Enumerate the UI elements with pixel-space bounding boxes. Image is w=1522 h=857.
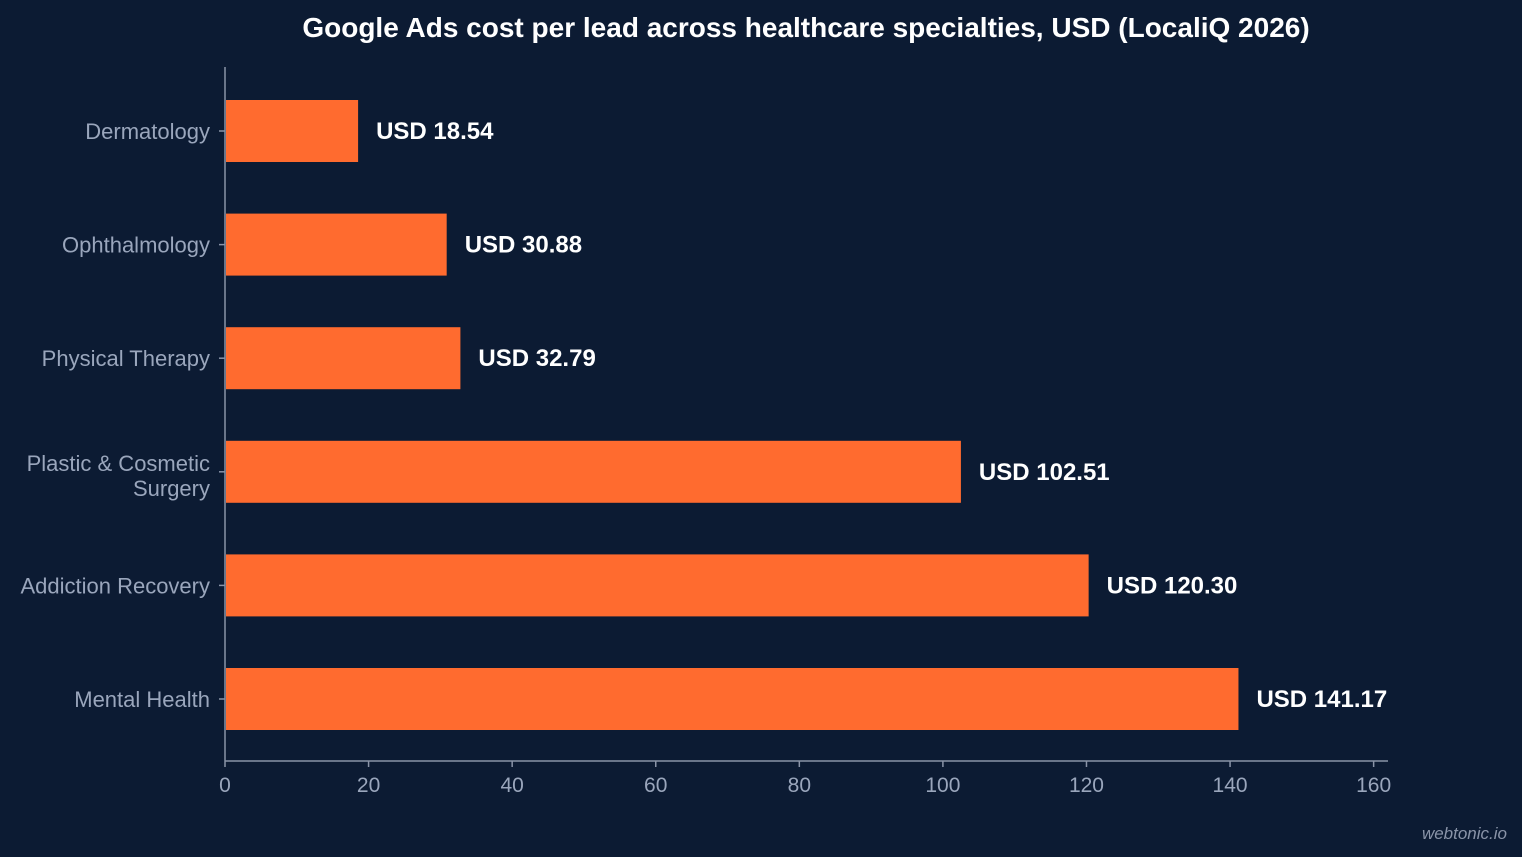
axes-layer: Dermatology Ophthalmology Physical Therapy…: [20, 67, 1391, 797]
x-tick-label-1: 20: [357, 774, 380, 797]
x-tick-label-6: 120: [1069, 774, 1104, 797]
x-tick-label-5: 100: [925, 774, 960, 797]
category-label-5: Mental Health: [74, 687, 210, 712]
category-label-0: Dermatology: [85, 119, 210, 144]
category-label-1: Ophthalmology: [62, 233, 210, 258]
x-tick-label-2: 40: [500, 774, 523, 797]
bar-2: [226, 327, 461, 390]
value-label-1: USD 30.88: [465, 232, 582, 259]
bar-0: [226, 100, 359, 162]
bars-layer: USD 18.54 USD 30.88 USD 32.79 USD 102.51 USD…: [226, 100, 1387, 730]
x-tick-label-3: 60: [644, 774, 667, 797]
value-label-4: USD 120.30: [1107, 572, 1238, 599]
category-label-3: Plastic & Cosmetic Surgery: [27, 451, 210, 501]
x-tick-label-8: 160: [1356, 774, 1391, 797]
x-tick-label-4: 80: [788, 774, 811, 797]
chart-title: Google Ads cost per lead across healthca…: [302, 12, 1309, 43]
value-label-0: USD 18.54: [376, 118, 494, 145]
category-label-4: Addiction Recovery: [20, 573, 210, 598]
value-label-3: USD 102.51: [979, 459, 1110, 486]
bar-1: [226, 213, 447, 276]
x-tick-label-0: 0: [219, 774, 231, 797]
value-label-5: USD 141.17: [1256, 686, 1387, 713]
category-label-2: Physical Therapy: [42, 346, 210, 371]
bar-4: [226, 554, 1089, 617]
value-label-2: USD 32.79: [478, 345, 595, 372]
watermark-text: webtonic.io: [1422, 824, 1507, 843]
bar-3: [226, 440, 961, 503]
bar-5: [226, 668, 1239, 730]
x-tick-label-7: 140: [1213, 774, 1248, 797]
